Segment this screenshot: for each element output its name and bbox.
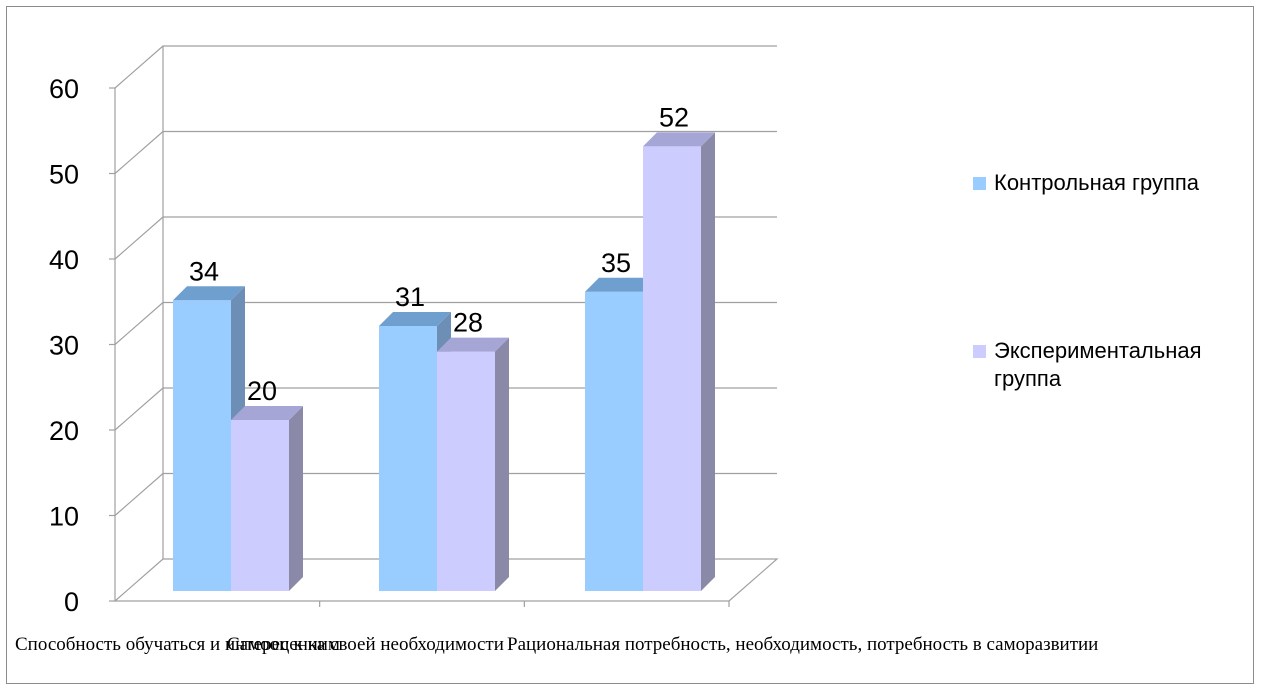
y-tick-label: 50 [49, 160, 79, 190]
gridlines [114, 45, 777, 516]
bar-side [701, 132, 715, 591]
bar-side [495, 337, 509, 591]
data-labels: 34 20 31 28 35 52 [189, 102, 689, 406]
legend-swatch-experimental [973, 345, 986, 358]
y-tick-label: 30 [49, 331, 79, 361]
y-tick-label: 40 [49, 245, 79, 275]
bar-front [379, 325, 437, 591]
bar-top [643, 132, 715, 147]
x-axis-label: Самооценка своей необходимости [227, 634, 504, 655]
data-label: 20 [247, 376, 277, 406]
bar-top [585, 277, 657, 292]
legend-label-control: Контрольная группа [994, 170, 1200, 195]
bar-front [585, 291, 643, 591]
y-tick-label: 10 [49, 502, 79, 532]
y-tick-label: 0 [64, 587, 79, 617]
data-label: 35 [601, 248, 631, 278]
gridline [114, 130, 777, 174]
y-tick-label: 60 [49, 74, 79, 104]
bar-front [231, 420, 289, 591]
gridline [114, 216, 777, 260]
data-label: 31 [395, 282, 425, 312]
bar-top [437, 337, 509, 352]
x-axis-label: Способность обучаться и интерес к ним [15, 634, 340, 655]
gridline [114, 472, 777, 516]
y-tick-label: 20 [49, 416, 79, 446]
chart-frame: 0 10 20 30 40 50 60 34 20 31 28 35 52 Способность о… [6, 6, 1254, 684]
gridline [114, 301, 777, 345]
bar-top [173, 286, 245, 301]
gridline [114, 387, 777, 431]
data-label: 52 [659, 102, 689, 132]
bar-front [643, 146, 701, 591]
bar-top [379, 311, 451, 326]
x-axis-label: Рациональная потребность, необходимость,… [507, 634, 1098, 655]
legend-label-experimental: Экспериментальная группа [994, 338, 1202, 391]
y-axis-ticks: 0 10 20 30 40 50 60 [49, 74, 115, 617]
legend-swatch-control [973, 177, 986, 190]
bar-top [231, 406, 303, 420]
bar-chart: 0 10 20 30 40 50 60 34 20 31 28 35 52 Способность о… [15, 45, 1098, 655]
bar-front [437, 351, 495, 591]
bar-side [289, 406, 303, 591]
data-label: 34 [189, 256, 219, 286]
data-label: 28 [453, 308, 483, 338]
bar-front [173, 300, 231, 591]
bars [173, 132, 715, 591]
x-axis-labels: Способность обучаться и интерес к нимСам… [15, 634, 1098, 655]
gridline [114, 45, 777, 89]
